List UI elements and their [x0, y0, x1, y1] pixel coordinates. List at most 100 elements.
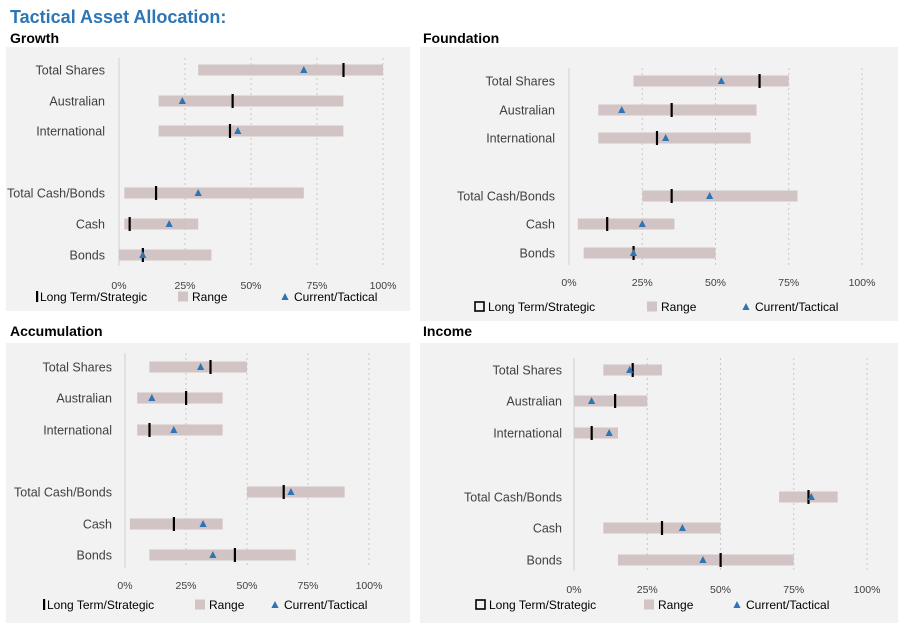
chart1-strategic-marker: [670, 189, 673, 203]
chart2-legend-range-swatch: [195, 599, 205, 610]
chart0-tactical-marker: [194, 189, 202, 196]
chart0-legend-strategic-swatch: [36, 291, 39, 302]
chart2-range-bar: [129, 518, 223, 530]
chart3-range-bar: [574, 427, 618, 439]
chart2-tactical-marker: [287, 488, 295, 495]
chart3-category-label: Cash: [533, 522, 562, 536]
chart0-range-bar: [124, 187, 304, 199]
chart0-tactical-marker: [165, 220, 173, 227]
accumulation-panel: [6, 343, 410, 623]
chart3-tactical-marker: [605, 429, 613, 436]
chart2-range-bar: [137, 424, 223, 436]
chart3-strategic-marker: [719, 553, 722, 567]
chart3-legend-tactical-swatch: [733, 601, 741, 608]
chart0-legend-tactical-swatch: [281, 293, 289, 300]
chart1-strategic-marker: [670, 103, 673, 117]
chart1-range-bar: [633, 75, 789, 87]
chart2-tactical-marker: [199, 520, 207, 527]
chart3-x-tick-label: 0%: [566, 584, 581, 596]
chart1-tactical-marker: [662, 134, 670, 141]
chart1-x-tick-label: 75%: [778, 277, 799, 289]
chart2-category-label: Bonds: [77, 549, 112, 563]
chart1-strategic-marker: [606, 217, 609, 231]
chart2-strategic-marker: [148, 423, 151, 437]
chart0-category-label: Australian: [49, 95, 105, 109]
chart0-x-tick-label: 75%: [306, 280, 327, 292]
chart0-x-tick-label: 50%: [240, 280, 261, 292]
chart1-range-bar: [598, 132, 751, 144]
chart3-tactical-marker: [807, 493, 815, 500]
chart0-x-tick-label: 25%: [174, 280, 195, 292]
chart0-tactical-marker: [300, 66, 308, 73]
chart0-strategic-marker: [128, 217, 131, 231]
chart1-tactical-marker: [618, 106, 626, 113]
chart2-category-label: Total Shares: [43, 361, 112, 375]
chart3-tactical-marker: [699, 556, 707, 563]
chart2-tactical-marker: [197, 363, 205, 370]
chart0-legend-strategic-label: Long Term/Strategic: [40, 290, 147, 304]
chart1-range-bar: [583, 247, 716, 259]
chart0-range-bar: [119, 249, 212, 261]
chart2-legend-strategic-label: Long Term/Strategic: [47, 598, 154, 612]
chart2-category-label: Cash: [83, 518, 112, 532]
chart1-legend-strategic-swatch: [474, 301, 485, 312]
chart0-strategic-marker: [231, 94, 234, 108]
chart2-legend-range-label: Range: [209, 598, 245, 612]
chart2-x-tick-label: 100%: [356, 580, 383, 592]
chart3-tactical-marker: [587, 397, 596, 404]
chart2-range-bar: [247, 486, 345, 498]
chart2-strategic-marker: [233, 548, 236, 562]
chart0-tactical-marker: [139, 251, 147, 258]
chart1-tactical-marker: [717, 77, 725, 84]
chart2-x-tick-label: 75%: [297, 580, 318, 592]
chart1-tactical-marker: [638, 220, 646, 227]
chart3-x-tick-label: 50%: [710, 584, 731, 596]
chart1-category-label: Total Shares: [486, 75, 555, 89]
chart1-tactical-marker: [706, 192, 714, 199]
chart1-x-tick-label: 50%: [705, 277, 726, 289]
chart3-legend-range-swatch: [644, 599, 654, 610]
chart2-strategic-marker: [185, 391, 188, 405]
chart0-tactical-marker: [234, 127, 242, 134]
chart3-x-tick-label: 75%: [783, 584, 804, 596]
chart0-category-label: International: [36, 125, 105, 139]
chart3-strategic-marker: [807, 490, 810, 504]
chart0-category-label: Total Cash/Bonds: [7, 187, 105, 201]
foundation-title: Foundation: [423, 30, 500, 46]
chart1-strategic-marker: [758, 74, 761, 88]
chart3-legend-range-label: Range: [658, 598, 694, 612]
chart2-tactical-marker: [209, 551, 217, 558]
chart2-range-bar: [149, 549, 296, 561]
chart0-strategic-marker: [342, 63, 345, 77]
chart2-x-tick-label: 0%: [117, 580, 132, 592]
chart1-tactical-marker: [629, 249, 638, 256]
chart0-category-label: Total Shares: [36, 64, 105, 78]
chart1-range-bar: [577, 218, 675, 230]
chart0-legend-tactical-label: Current/Tactical: [294, 290, 377, 304]
chart0-tactical-marker: [178, 97, 186, 104]
chart0-category-label: Bonds: [70, 249, 105, 263]
chart2-strategic-marker: [172, 517, 175, 531]
chart3-range-bar: [574, 395, 648, 407]
chart1-strategic-marker: [655, 131, 659, 145]
chart0-legend-range-swatch: [178, 291, 188, 302]
chart1-x-tick-label: 0%: [561, 277, 576, 289]
chart3-category-label: International: [493, 427, 562, 441]
chart0-legend-range-label: Range: [192, 290, 228, 304]
chart1-legend-tactical-swatch: [742, 303, 750, 310]
chart2-category-label: Total Cash/Bonds: [14, 486, 112, 500]
foundation-panel: [420, 47, 898, 321]
chart3-category-label: Total Shares: [493, 364, 562, 378]
chart3-strategic-marker: [631, 363, 634, 377]
chart1-legend-range-label: Range: [661, 300, 697, 314]
chart0-strategic-marker: [154, 186, 158, 200]
chart0-x-tick-label: 100%: [370, 280, 397, 292]
chart0-strategic-marker: [228, 124, 232, 138]
chart3-legend-strategic-label: Long Term/Strategic: [489, 598, 596, 612]
chart2-x-tick-label: 50%: [236, 580, 257, 592]
accumulation-title: Accumulation: [10, 323, 103, 339]
chart2-x-tick-label: 25%: [175, 580, 196, 592]
chart2-legend-tactical-swatch: [271, 601, 279, 608]
chart3-range-bar: [617, 554, 794, 566]
